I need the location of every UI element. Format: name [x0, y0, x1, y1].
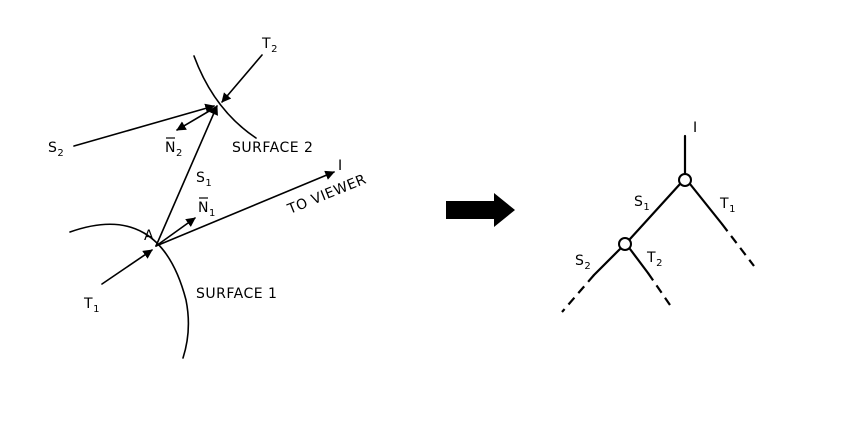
label-n2: N2 [165, 140, 183, 159]
transform-arrow-icon [446, 193, 515, 227]
tree-label-t1: T1 [719, 196, 736, 215]
tree-edge-t2-dashed [647, 272, 671, 306]
ray-s1 [155, 105, 218, 247]
label-t2: T2 [261, 36, 278, 55]
label-i: I [338, 158, 343, 174]
tree-label-s2: S2 [575, 253, 591, 272]
surface-2-curve [193, 55, 257, 139]
tree-edge-t1-dashed [721, 223, 755, 267]
ray-t2 [221, 54, 263, 103]
tree-edge-s2-dashed [561, 274, 595, 313]
label-a: A [144, 228, 154, 244]
tree-node-root [678, 173, 692, 187]
ray-tree: I S1 T1 S2 T2 [561, 120, 755, 313]
label-t1: T1 [83, 296, 100, 315]
tree-label-i: I [693, 120, 698, 136]
ray-i-to-viewer [155, 170, 335, 247]
label-to-viewer: TO VIEWER [285, 172, 369, 218]
tree-edge-s2 [592, 247, 622, 277]
reflection-diagram: T2 S2 N2 SURFACE 2 S1 I TO VIEWER N1 A T… [48, 36, 369, 359]
label-surface-2: SURFACE 2 [232, 140, 313, 156]
label-n1: N1 [198, 200, 216, 219]
tree-node-s1 [618, 237, 632, 251]
tree-label-s1: S1 [634, 194, 650, 213]
tree-edge-t2 [628, 247, 650, 275]
tree-label-t2: T2 [646, 250, 663, 269]
label-s2: S2 [48, 140, 64, 159]
tree-edge-t1 [688, 182, 724, 226]
label-surface-1: SURFACE 1 [196, 286, 277, 302]
surface-1-curve [69, 223, 190, 359]
normal-n1 [155, 217, 196, 247]
tree-edge-s1 [628, 182, 682, 241]
label-s1: S1 [196, 170, 212, 189]
ray-s2 [73, 103, 215, 147]
ray-t1 [101, 249, 153, 285]
